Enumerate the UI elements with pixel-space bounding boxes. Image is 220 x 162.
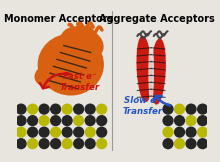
Circle shape — [174, 104, 185, 115]
Circle shape — [38, 138, 50, 149]
Circle shape — [162, 127, 174, 138]
Circle shape — [96, 127, 107, 138]
Circle shape — [84, 104, 96, 115]
Circle shape — [197, 115, 208, 126]
Circle shape — [62, 127, 73, 138]
Text: Slow e⁻
Transfer: Slow e⁻ Transfer — [123, 96, 163, 116]
Circle shape — [96, 115, 107, 126]
Circle shape — [209, 104, 220, 115]
Circle shape — [162, 138, 174, 149]
Circle shape — [209, 138, 220, 149]
Circle shape — [50, 115, 61, 126]
Ellipse shape — [151, 39, 165, 104]
Circle shape — [62, 138, 73, 149]
Circle shape — [84, 138, 96, 149]
Circle shape — [185, 127, 197, 138]
Circle shape — [197, 138, 208, 149]
Circle shape — [73, 104, 84, 115]
Circle shape — [73, 138, 84, 149]
Circle shape — [209, 127, 220, 138]
Circle shape — [62, 115, 73, 126]
Circle shape — [185, 104, 197, 115]
Ellipse shape — [137, 36, 151, 101]
Circle shape — [84, 115, 96, 126]
Circle shape — [73, 127, 84, 138]
Circle shape — [38, 127, 50, 138]
Circle shape — [27, 115, 38, 126]
Circle shape — [15, 115, 27, 126]
Circle shape — [73, 115, 84, 126]
Circle shape — [162, 104, 174, 115]
Circle shape — [50, 127, 61, 138]
Text: Fast e⁻
Transfer: Fast e⁻ Transfer — [59, 72, 99, 92]
Circle shape — [174, 138, 185, 149]
Circle shape — [185, 138, 197, 149]
Circle shape — [162, 115, 174, 126]
Text: Aggregate Acceptors: Aggregate Acceptors — [99, 14, 215, 24]
Circle shape — [50, 104, 61, 115]
Circle shape — [27, 138, 38, 149]
Circle shape — [96, 104, 107, 115]
Circle shape — [197, 104, 208, 115]
Ellipse shape — [38, 34, 103, 95]
Ellipse shape — [35, 64, 65, 86]
Circle shape — [185, 115, 197, 126]
Circle shape — [15, 104, 27, 115]
Text: Monomer Acceptors: Monomer Acceptors — [4, 14, 113, 24]
Circle shape — [96, 138, 107, 149]
Circle shape — [174, 115, 185, 126]
Ellipse shape — [149, 41, 153, 102]
Circle shape — [197, 127, 208, 138]
Circle shape — [27, 127, 38, 138]
Ellipse shape — [61, 27, 103, 59]
Circle shape — [174, 127, 185, 138]
Circle shape — [62, 104, 73, 115]
Circle shape — [15, 127, 27, 138]
Circle shape — [209, 115, 220, 126]
Circle shape — [50, 138, 61, 149]
Circle shape — [15, 138, 27, 149]
Circle shape — [38, 104, 50, 115]
Circle shape — [27, 104, 38, 115]
Circle shape — [38, 115, 50, 126]
Circle shape — [84, 127, 96, 138]
